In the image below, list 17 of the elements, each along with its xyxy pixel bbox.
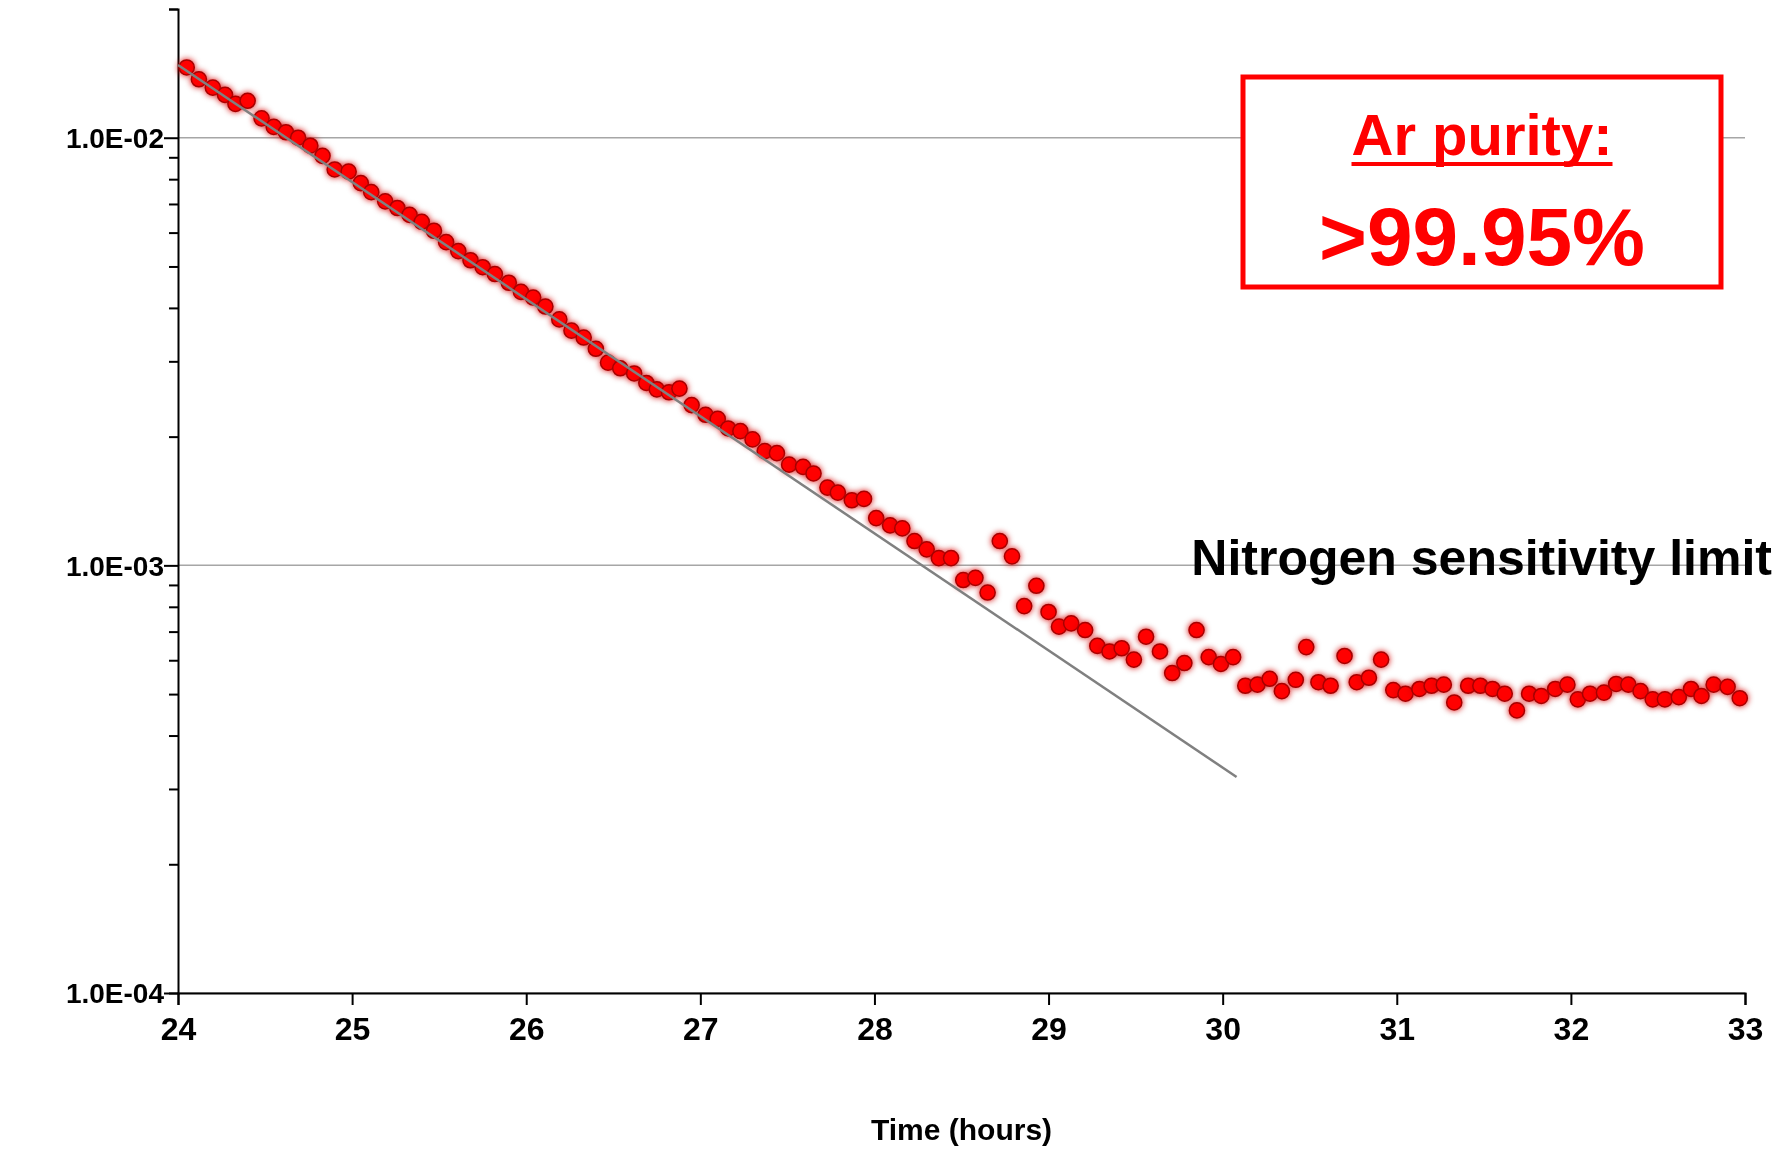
- y-tick-label: 1.0E-03: [65, 550, 164, 582]
- y-tick-label: 1.0E-02: [65, 123, 164, 155]
- x-tick-label: 32: [1553, 1010, 1590, 1047]
- x-tick-label: 28: [857, 1010, 893, 1047]
- x-tick-label: 27: [683, 1010, 719, 1047]
- annotation: Nitrogen sensitivity limit: [1191, 530, 1773, 586]
- x-tick-label: 30: [1205, 1010, 1241, 1047]
- annotation: >99.95%: [1319, 191, 1645, 282]
- x-axis-title: Time (hours): [870, 1113, 1053, 1146]
- x-tick-label: 25: [334, 1010, 371, 1047]
- x-tick-label: 33: [1727, 1010, 1764, 1047]
- annotation: Ar purity:: [1351, 102, 1613, 167]
- x-tick-label: 26: [508, 1010, 545, 1047]
- x-tick-label: 24: [160, 1010, 197, 1047]
- x-tick-label: 31: [1379, 1010, 1416, 1047]
- x-tick-label: 29: [1031, 1010, 1067, 1047]
- y-tick-label: 1.0E-04: [65, 978, 165, 1010]
